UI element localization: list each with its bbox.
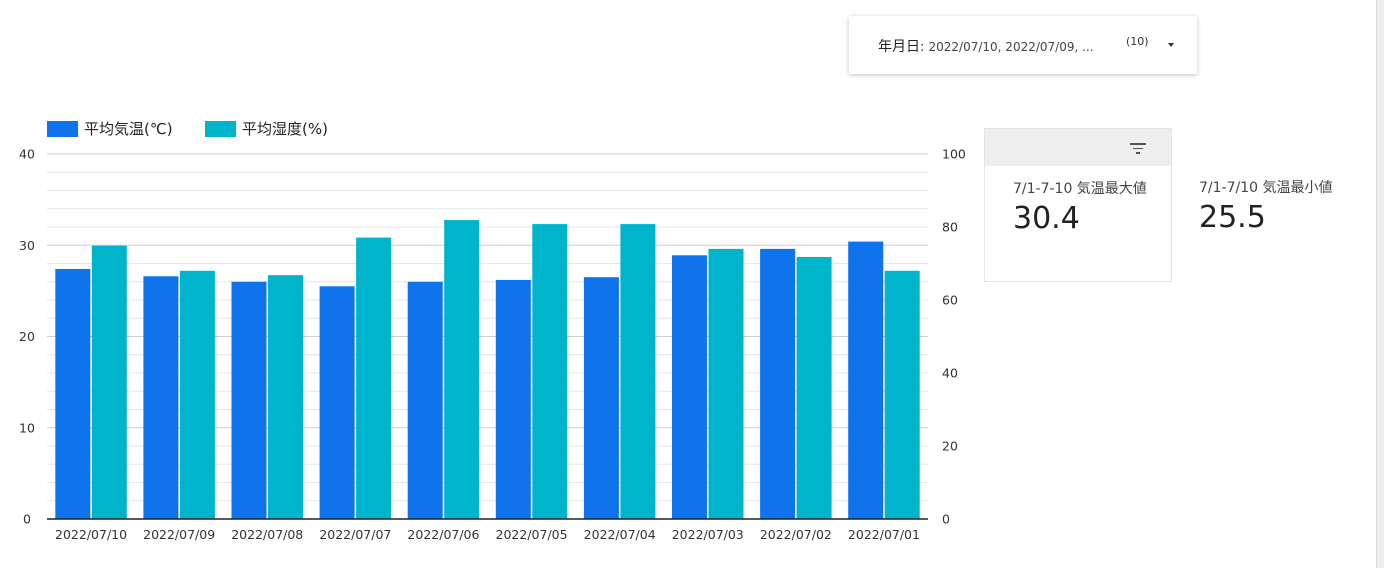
y-right-tick-label: 0 bbox=[942, 512, 950, 527]
bar-temperature[interactable] bbox=[55, 268, 91, 519]
x-tick-label: 2022/07/05 bbox=[496, 527, 568, 542]
date-range-filter[interactable]: 年月日: 2022/07/10, 2022/07/09, ... (10) bbox=[849, 16, 1197, 74]
date-filter-text: 年月日: 2022/07/10, 2022/07/09, ... bbox=[878, 39, 1094, 55]
bar-temperature[interactable] bbox=[672, 255, 707, 519]
x-tick-label: 2022/07/06 bbox=[407, 527, 479, 542]
scorecard-header bbox=[985, 129, 1171, 166]
bar-humidity[interactable] bbox=[884, 270, 920, 519]
bar-temperature[interactable] bbox=[407, 281, 443, 519]
chevron-down-icon[interactable] bbox=[1168, 43, 1174, 47]
chart-gridlines bbox=[47, 153, 928, 502]
legend-label-humidity: 平均湿度(%) bbox=[242, 120, 328, 138]
y-right-tick-label: 80 bbox=[942, 220, 958, 235]
x-tick-label: 2022/07/10 bbox=[55, 527, 127, 542]
legend-swatch-temperature bbox=[47, 120, 78, 137]
bar-humidity[interactable] bbox=[268, 275, 303, 519]
date-filter-count: (10) bbox=[1126, 35, 1149, 48]
bar-humidity[interactable] bbox=[796, 256, 832, 519]
bar-temperature[interactable] bbox=[848, 241, 884, 519]
x-tick-label: 2022/07/09 bbox=[143, 527, 215, 542]
scrollbar[interactable] bbox=[1376, 0, 1384, 568]
bar-temperature[interactable] bbox=[231, 281, 267, 519]
x-tick-label: 2022/07/03 bbox=[672, 527, 744, 542]
scorecard-max-temperature: 7/1-7-10 気温最大値 30.4 bbox=[984, 128, 1172, 282]
y-right-tick-label: 100 bbox=[942, 147, 966, 162]
legend-item-temperature[interactable]: 平均気温(℃) bbox=[47, 118, 173, 139]
x-tick-label: 2022/07/04 bbox=[584, 527, 656, 542]
x-tick-label: 2022/07/01 bbox=[848, 527, 920, 542]
x-tick-label: 2022/07/02 bbox=[760, 527, 832, 542]
bar-humidity[interactable] bbox=[179, 270, 215, 519]
scorecard-label: 7/1-7-10 気温最大値 bbox=[1013, 181, 1147, 197]
bar-temperature[interactable] bbox=[760, 248, 796, 519]
y-right-tick-label: 60 bbox=[942, 293, 958, 308]
bar-temperature[interactable] bbox=[583, 277, 619, 519]
scorecard-value: 30.4 bbox=[1013, 201, 1080, 236]
y-left-tick-label: 30 bbox=[19, 238, 35, 253]
bar-humidity[interactable] bbox=[91, 245, 127, 520]
chart-bars bbox=[55, 220, 920, 520]
scorecard-value: 25.5 bbox=[1199, 200, 1266, 235]
bar-humidity[interactable] bbox=[708, 248, 744, 519]
bar-temperature[interactable] bbox=[495, 279, 531, 519]
y-left-tick-label: 40 bbox=[19, 147, 35, 162]
y-left-tick-label: 0 bbox=[23, 512, 31, 527]
bar-humidity[interactable] bbox=[620, 224, 656, 519]
filter-icon[interactable] bbox=[1130, 143, 1146, 155]
date-filter-label: 年月日 bbox=[878, 39, 920, 55]
bar-humidity[interactable] bbox=[356, 237, 392, 519]
y-right-tick-label: 40 bbox=[942, 366, 958, 381]
scorecard-label: 7/1-7/10 気温最小値 bbox=[1199, 180, 1333, 196]
legend-swatch-humidity bbox=[205, 120, 236, 137]
x-tick-label: 2022/07/07 bbox=[319, 527, 391, 542]
bar-temperature[interactable] bbox=[143, 276, 179, 519]
y-right-tick-label: 20 bbox=[942, 439, 958, 454]
bar-humidity[interactable] bbox=[444, 220, 480, 519]
y-left-tick-label: 10 bbox=[19, 420, 35, 435]
x-tick-label: 2022/07/08 bbox=[231, 527, 303, 542]
date-filter-value: 2022/07/10, 2022/07/09, ... bbox=[928, 40, 1094, 54]
bar-humidity[interactable] bbox=[532, 224, 568, 519]
chart-axes: 2022/07/10 2022/07/09 2022/07/08 2022/07/07… bbox=[19, 147, 966, 543]
y-left-tick-label: 20 bbox=[19, 329, 35, 344]
legend-item-humidity[interactable]: 平均湿度(%) bbox=[205, 118, 328, 139]
bar-temperature[interactable] bbox=[319, 286, 355, 519]
legend-label-temperature: 平均気温(℃) bbox=[84, 120, 173, 138]
